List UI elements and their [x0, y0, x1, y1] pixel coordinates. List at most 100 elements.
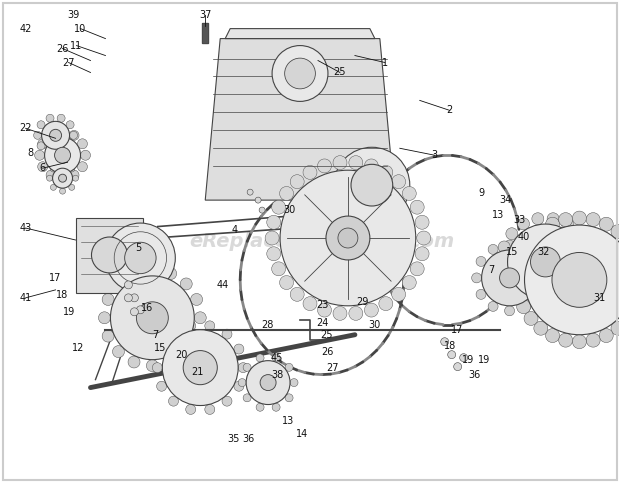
Circle shape — [222, 329, 232, 339]
Circle shape — [285, 363, 293, 371]
Circle shape — [272, 403, 280, 411]
Circle shape — [186, 321, 196, 331]
Circle shape — [234, 381, 244, 391]
Text: 26: 26 — [56, 43, 69, 54]
Circle shape — [272, 354, 280, 362]
Circle shape — [552, 253, 607, 307]
Circle shape — [66, 121, 74, 129]
Circle shape — [303, 297, 317, 311]
Text: 7: 7 — [489, 265, 495, 275]
Circle shape — [600, 217, 613, 231]
Circle shape — [53, 168, 73, 188]
Circle shape — [267, 215, 281, 229]
Text: 7: 7 — [153, 330, 159, 340]
Circle shape — [183, 351, 217, 384]
Text: 32: 32 — [538, 247, 550, 257]
Circle shape — [46, 170, 56, 180]
Circle shape — [194, 312, 206, 324]
Circle shape — [532, 213, 544, 225]
Text: 43: 43 — [19, 223, 32, 233]
Text: 36: 36 — [469, 369, 481, 380]
Circle shape — [351, 164, 392, 206]
Circle shape — [518, 294, 529, 306]
Circle shape — [42, 121, 69, 149]
Text: 16: 16 — [141, 303, 154, 313]
Circle shape — [379, 165, 393, 179]
Circle shape — [153, 363, 162, 372]
Circle shape — [333, 156, 347, 170]
Text: 17: 17 — [451, 325, 463, 335]
Circle shape — [112, 346, 125, 357]
Circle shape — [222, 396, 232, 406]
Circle shape — [180, 278, 192, 290]
Circle shape — [441, 338, 449, 346]
Circle shape — [538, 273, 547, 283]
Text: 28: 28 — [261, 320, 273, 330]
Circle shape — [60, 162, 66, 168]
Circle shape — [128, 356, 140, 368]
Circle shape — [317, 159, 332, 173]
Circle shape — [546, 328, 559, 342]
Circle shape — [157, 381, 167, 391]
Circle shape — [46, 130, 56, 141]
Circle shape — [505, 306, 515, 316]
Circle shape — [112, 278, 125, 290]
Text: 25: 25 — [321, 330, 333, 340]
Circle shape — [512, 287, 526, 300]
Circle shape — [349, 156, 363, 170]
Text: 10: 10 — [74, 24, 87, 34]
Circle shape — [58, 173, 68, 183]
Circle shape — [410, 262, 424, 276]
Circle shape — [365, 159, 378, 173]
Text: 2: 2 — [446, 105, 453, 115]
Circle shape — [136, 302, 168, 334]
Text: 9: 9 — [479, 188, 485, 198]
Circle shape — [410, 200, 424, 214]
Circle shape — [60, 188, 66, 194]
Text: 20: 20 — [175, 350, 187, 360]
Circle shape — [255, 197, 261, 203]
Circle shape — [45, 137, 81, 173]
Circle shape — [146, 264, 158, 276]
Circle shape — [66, 142, 74, 150]
Circle shape — [531, 247, 560, 277]
Circle shape — [180, 346, 192, 357]
Circle shape — [50, 129, 61, 142]
Circle shape — [186, 354, 215, 382]
Circle shape — [611, 225, 620, 239]
Circle shape — [290, 379, 298, 386]
Circle shape — [265, 231, 279, 245]
Text: 11: 11 — [71, 41, 82, 51]
Circle shape — [243, 363, 251, 371]
Circle shape — [260, 375, 276, 391]
Circle shape — [169, 329, 179, 339]
Text: 30: 30 — [369, 320, 381, 330]
Polygon shape — [202, 23, 208, 43]
Circle shape — [272, 200, 286, 214]
Circle shape — [333, 306, 347, 320]
Text: 13: 13 — [282, 416, 294, 426]
Polygon shape — [225, 28, 375, 39]
Text: eReplacementParts.com: eReplacementParts.com — [190, 232, 455, 251]
Text: 22: 22 — [19, 123, 32, 133]
Circle shape — [267, 247, 281, 261]
Circle shape — [500, 268, 520, 288]
Text: 24: 24 — [316, 318, 328, 328]
Text: 36: 36 — [242, 434, 254, 444]
Circle shape — [169, 396, 179, 406]
Text: 27: 27 — [62, 57, 75, 68]
Circle shape — [611, 321, 620, 335]
Text: 19: 19 — [461, 355, 474, 365]
Circle shape — [572, 211, 587, 225]
Circle shape — [516, 246, 531, 260]
Circle shape — [272, 262, 286, 276]
Circle shape — [130, 308, 138, 316]
Circle shape — [69, 166, 75, 172]
Circle shape — [35, 150, 45, 160]
Text: 31: 31 — [593, 293, 606, 303]
Circle shape — [448, 351, 456, 359]
Circle shape — [285, 394, 293, 402]
Circle shape — [415, 247, 429, 261]
Circle shape — [205, 404, 215, 414]
Text: 42: 42 — [19, 24, 32, 34]
